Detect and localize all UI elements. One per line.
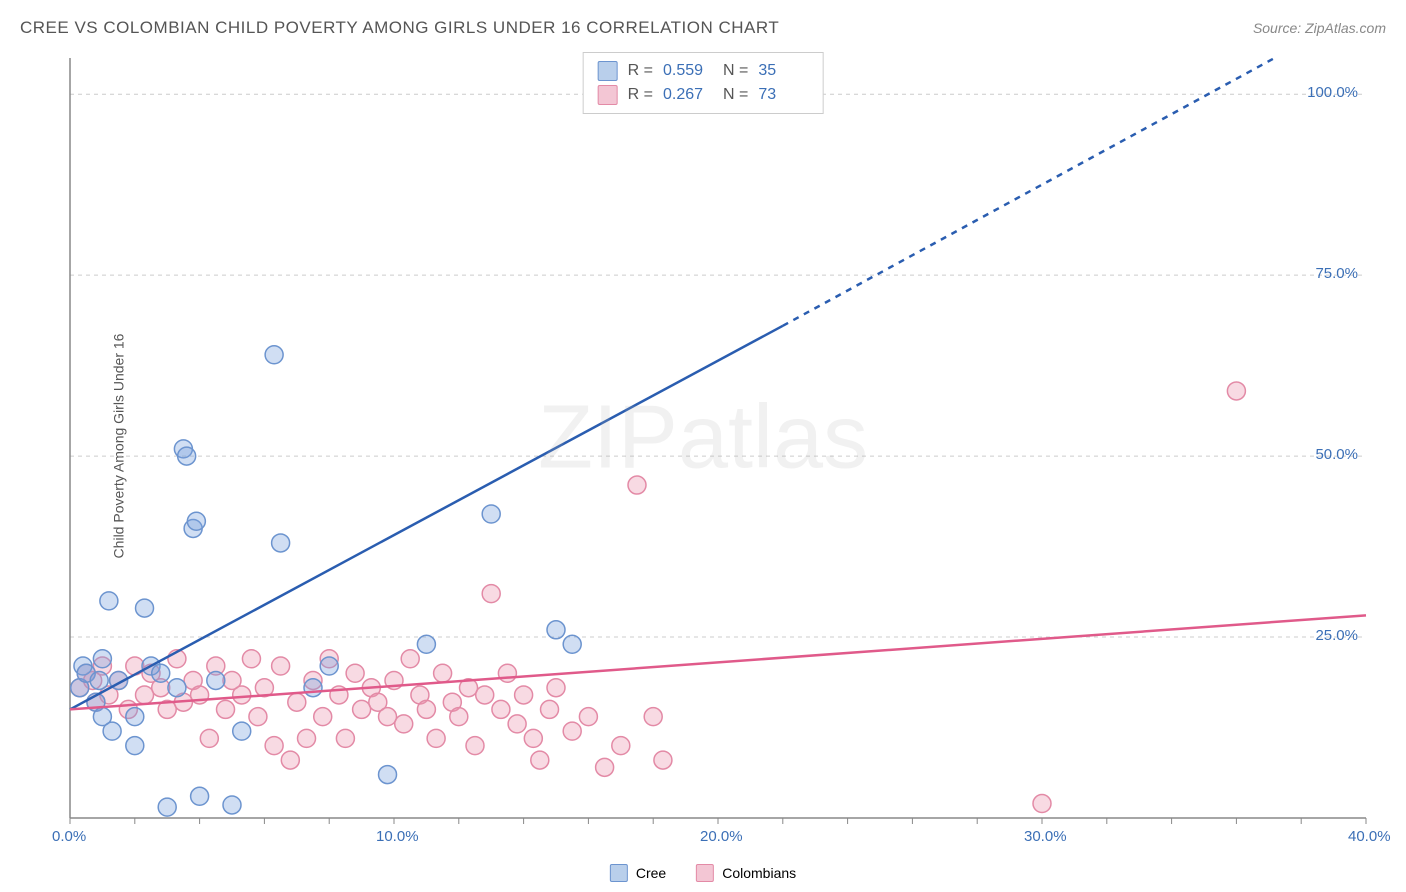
x-tick-label: 30.0% <box>1024 828 1067 845</box>
colombians-r-value: 0.267 <box>663 86 713 104</box>
x-tick-label: 40.0% <box>1348 828 1391 845</box>
cree-n-value: 35 <box>758 62 808 80</box>
y-tick-label: 25.0% <box>1315 627 1358 644</box>
cree-r-value: 0.559 <box>663 62 713 80</box>
scatter-chart-svg <box>50 48 1386 844</box>
x-tick-label: 20.0% <box>700 828 743 845</box>
bottom-legend: Cree Colombians <box>610 864 796 882</box>
stats-row-cree: R = 0.559 N = 35 <box>598 59 809 83</box>
legend-item-cree: Cree <box>610 864 666 882</box>
y-tick-label: 100.0% <box>1307 84 1358 101</box>
chart-title: CREE VS COLOMBIAN CHILD POVERTY AMONG GI… <box>20 18 779 38</box>
cree-swatch-icon <box>598 61 618 81</box>
y-tick-label: 50.0% <box>1315 446 1358 463</box>
r-label: R = <box>628 62 653 80</box>
x-tick-label: 0.0% <box>52 828 86 845</box>
y-tick-label: 75.0% <box>1315 265 1358 282</box>
colombians-n-value: 73 <box>758 86 808 104</box>
n-label: N = <box>723 62 748 80</box>
source-attribution: Source: ZipAtlas.com <box>1253 20 1386 36</box>
colombians-legend-label: Colombians <box>722 865 796 881</box>
stats-row-colombians: R = 0.267 N = 73 <box>598 83 809 107</box>
cree-legend-label: Cree <box>636 865 666 881</box>
r-label: R = <box>628 86 653 104</box>
colombians-swatch-icon <box>598 85 618 105</box>
colombians-legend-swatch-icon <box>696 864 714 882</box>
chart-plot-area <box>50 48 1386 844</box>
cree-legend-swatch-icon <box>610 864 628 882</box>
legend-item-colombians: Colombians <box>696 864 796 882</box>
n-label: N = <box>723 86 748 104</box>
x-tick-label: 10.0% <box>376 828 419 845</box>
stats-legend-box: R = 0.559 N = 35 R = 0.267 N = 73 <box>583 52 824 114</box>
